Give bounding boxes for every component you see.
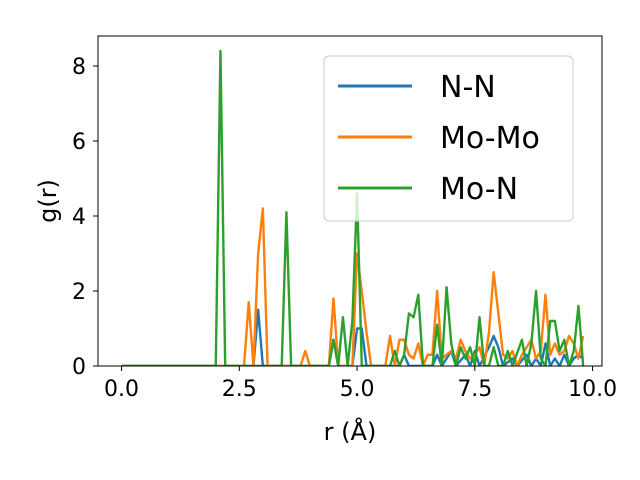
y-tick-label: 4 <box>72 205 86 230</box>
x-tick-label: 0.0 <box>104 377 139 402</box>
legend: N-N Mo-Mo Mo-N <box>323 55 574 222</box>
axes-frame <box>97 35 603 367</box>
series-line-mo-mo <box>121 207 585 366</box>
series-layer <box>121 49 585 366</box>
y-axis-label: g(r) <box>34 179 62 223</box>
legend-box <box>323 55 574 222</box>
y-axis-ticks: 0 2 4 6 8 <box>72 55 98 380</box>
legend-label: N-N <box>440 70 496 105</box>
legend-label: Mo-Mo <box>440 121 540 156</box>
plot-area <box>97 35 603 367</box>
x-tick-label: 5.0 <box>340 377 375 402</box>
x-tick-label: 7.5 <box>457 377 492 402</box>
x-axis-ticks: 0.0 2.5 5.0 7.5 10.0 <box>104 366 617 402</box>
y-tick-label: 6 <box>72 130 86 155</box>
x-tick-label: 10.0 <box>568 377 617 402</box>
y-tick-label: 8 <box>72 55 86 80</box>
x-tick-label: 2.5 <box>222 377 257 402</box>
series-line-mo-n <box>121 49 585 366</box>
x-axis-label: r (Å) <box>324 417 377 446</box>
y-tick-label: 2 <box>72 280 86 305</box>
y-tick-label: 0 <box>72 355 86 380</box>
legend-label: Mo-N <box>440 172 518 207</box>
